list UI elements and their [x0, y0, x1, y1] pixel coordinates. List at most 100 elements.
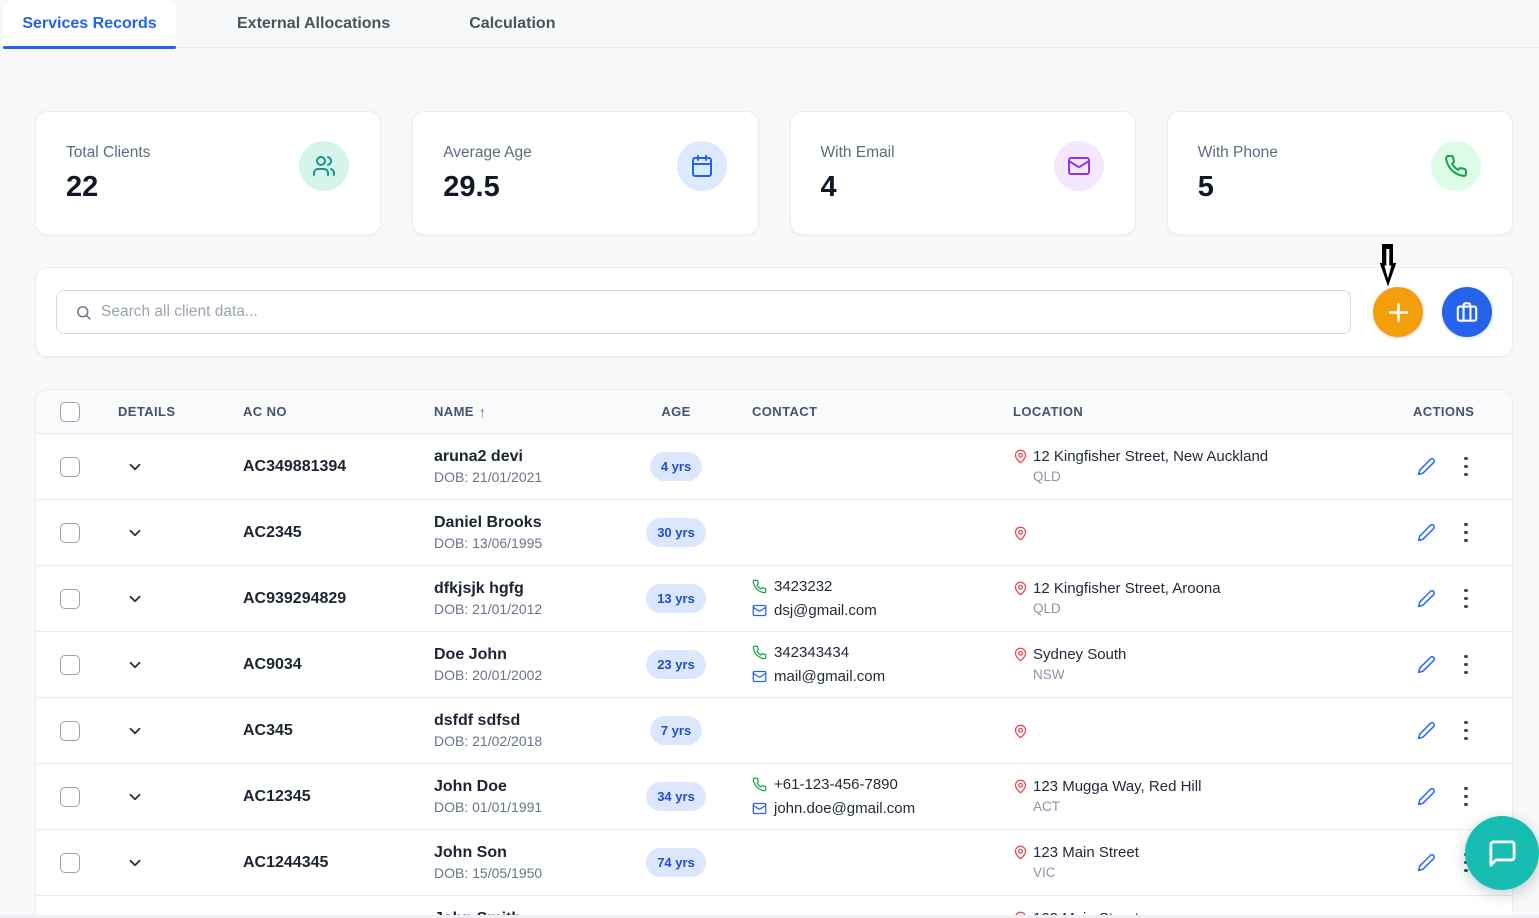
edit-row-button[interactable] [1417, 457, 1436, 476]
pencil-icon [1417, 656, 1435, 674]
chevron-down-icon [129, 793, 141, 800]
select-all-checkbox-cell [36, 401, 100, 422]
table-row: AC345 dsfdf sdfsd DOB: 21/02/2018 7 yrs [36, 698, 1512, 764]
row-checkbox[interactable] [60, 852, 80, 873]
client-dob: DOB: 13/06/1995 [434, 535, 543, 551]
chevron-down-icon [129, 529, 141, 536]
tab-label: Services Records [22, 14, 157, 32]
client-name: dfkjsjk hgfg [434, 580, 524, 597]
pencil-icon [1417, 722, 1435, 740]
age-badge: 13 yrs [646, 584, 706, 613]
age-badge: 4 yrs [649, 452, 703, 481]
expand-row-button[interactable] [124, 654, 146, 676]
row-menu-button[interactable] [1464, 522, 1468, 543]
client-address: 123 Mugga Way, Red Hill [1033, 777, 1202, 795]
client-address: 123 Main Street [1033, 843, 1139, 861]
stat-value: 4 [820, 171, 837, 203]
chat-launcher-button[interactable] [1465, 816, 1539, 890]
more-vertical-icon [1464, 786, 1468, 807]
row-menu-button[interactable] [1464, 654, 1468, 675]
pencil-icon [1417, 788, 1435, 806]
stat-label: With Email [820, 144, 895, 161]
chevron-down-icon [129, 463, 141, 470]
client-dob: DOB: 20/01/2002 [434, 667, 543, 683]
client-email: john.doe@gmail.com [774, 800, 916, 817]
tab-services-records[interactable]: Services Records [3, 0, 176, 49]
phone-icon [752, 777, 767, 792]
tab-label: Calculation [469, 14, 556, 32]
search-toolbar [35, 267, 1513, 357]
edit-row-button[interactable] [1417, 853, 1436, 872]
stat-value: 5 [1197, 171, 1214, 203]
expand-row-button[interactable] [124, 852, 146, 874]
tab-external-allocations[interactable]: External Allocations [176, 0, 450, 47]
plus-icon [1386, 300, 1411, 325]
expand-row-button[interactable] [124, 456, 146, 478]
pencil-icon [1417, 854, 1435, 872]
phone-icon [1431, 141, 1481, 191]
edit-row-button[interactable] [1417, 655, 1436, 674]
expand-row-button[interactable] [124, 522, 146, 544]
clients-table: DETAILS AC NO NAME ↑ AGE CONTACT LOCATIO… [35, 389, 1513, 915]
tab-calculation[interactable]: Calculation [450, 0, 575, 47]
edit-row-button[interactable] [1417, 787, 1436, 806]
table-row: AC1244345 John Son DOB: 15/05/1950 74 yr… [36, 830, 1512, 896]
column-header-actions: ACTIONS [1413, 404, 1475, 419]
search-box [56, 290, 1351, 334]
mail-icon [752, 604, 767, 617]
edit-row-button[interactable] [1417, 721, 1436, 740]
select-all-checkbox[interactable] [60, 401, 80, 422]
tab-bar: Services Records External Allocations Ca… [0, 0, 1539, 49]
row-checkbox[interactable] [60, 588, 80, 609]
client-state: QLD [1033, 468, 1061, 484]
phone-icon [752, 579, 767, 594]
row-checkbox[interactable] [60, 522, 80, 543]
row-checkbox[interactable] [60, 456, 80, 477]
table-row: AC2345 Daniel Brooks DOB: 13/06/1995 30 … [36, 500, 1512, 566]
mail-icon [752, 670, 767, 683]
edit-row-button[interactable] [1417, 523, 1436, 542]
client-name: John Son [434, 844, 507, 861]
map-pin-icon [1014, 647, 1027, 662]
row-menu-button[interactable] [1464, 786, 1468, 807]
age-badge: 74 yrs [646, 848, 706, 877]
row-checkbox[interactable] [60, 720, 80, 741]
row-checkbox[interactable] [60, 654, 80, 675]
phone-icon [752, 645, 767, 660]
expand-row-button[interactable] [124, 588, 146, 610]
pencil-icon [1417, 590, 1435, 608]
row-menu-button[interactable] [1464, 720, 1468, 741]
client-name: John Doe [434, 778, 507, 795]
stat-value: 22 [66, 171, 99, 203]
pencil-icon [1417, 524, 1435, 542]
client-name: dsfdf sdfsd [434, 712, 521, 729]
stat-cards: Total Clients 22 Average Age 29.5 W [35, 111, 1513, 235]
annotation-down-arrow [1379, 244, 1397, 287]
edit-row-button[interactable] [1417, 589, 1436, 608]
stat-card-with-email: With Email 4 [789, 111, 1136, 235]
client-phone: +61-123-456-7890 [774, 776, 898, 793]
age-badge: 23 yrs [646, 650, 706, 679]
search-input[interactable] [101, 303, 1336, 321]
column-header-name[interactable]: NAME ↑ [434, 403, 487, 420]
client-dob: DOB: 21/01/2012 [434, 601, 543, 617]
table-row: John Smith 123 Main Street [36, 896, 1512, 915]
row-menu-button[interactable] [1464, 456, 1468, 477]
expand-row-button[interactable] [124, 786, 146, 808]
column-header-contact: CONTACT [752, 404, 818, 419]
table-row: AC12345 John Doe DOB: 01/01/1991 34 yrs … [36, 764, 1512, 830]
more-vertical-icon [1464, 588, 1468, 609]
add-client-button[interactable] [1373, 287, 1423, 337]
more-vertical-icon [1464, 456, 1468, 477]
search-icon [75, 304, 92, 321]
briefcase-icon [1454, 299, 1480, 325]
row-menu-button[interactable] [1464, 588, 1468, 609]
column-header-location: LOCATION [1013, 404, 1084, 419]
column-header-details: DETAILS [118, 404, 176, 419]
row-checkbox[interactable] [60, 786, 80, 807]
briefcase-button[interactable] [1442, 287, 1492, 337]
expand-row-button[interactable] [124, 720, 146, 742]
pencil-icon [1417, 458, 1435, 476]
client-dob: DOB: 15/05/1950 [434, 865, 543, 881]
client-state: VIC [1033, 864, 1056, 880]
